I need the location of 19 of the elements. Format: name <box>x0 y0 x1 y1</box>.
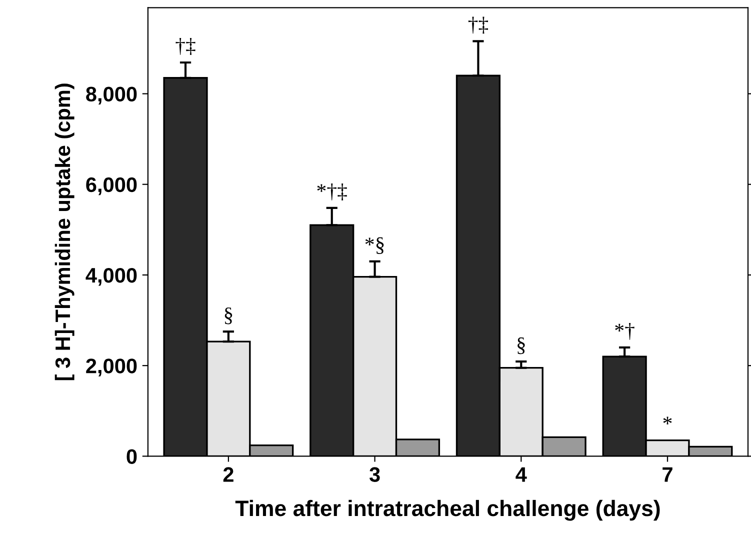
annotation: *† <box>615 323 634 340</box>
x-tick-label: 7 <box>662 467 672 482</box>
annotation: †‡ <box>468 16 488 34</box>
y-tick-label: 4,000 <box>86 268 137 286</box>
annotation: § <box>518 337 525 354</box>
y-tick-label: 6,000 <box>86 177 137 196</box>
x-axis-title: Time after intratracheal challenge (days) <box>235 500 660 521</box>
annotation: * <box>663 416 672 424</box>
annotation: *†‡ <box>317 183 347 200</box>
x-tick-label: 2 <box>223 467 234 482</box>
x-tick-label: 3 <box>369 467 380 482</box>
y-tick-label: 2,000 <box>86 358 137 376</box>
y-axis-title: [ 3 H]-Thymidine uptake (cpm) <box>54 84 74 380</box>
x-tick-label: 4 <box>516 467 527 482</box>
annotation: †‡ <box>176 38 196 55</box>
y-tick-label: 8,000 <box>86 86 137 105</box>
annotation: § <box>224 307 232 324</box>
y-tick-label: 0 <box>126 449 137 464</box>
annotation: *§ <box>365 237 384 254</box>
